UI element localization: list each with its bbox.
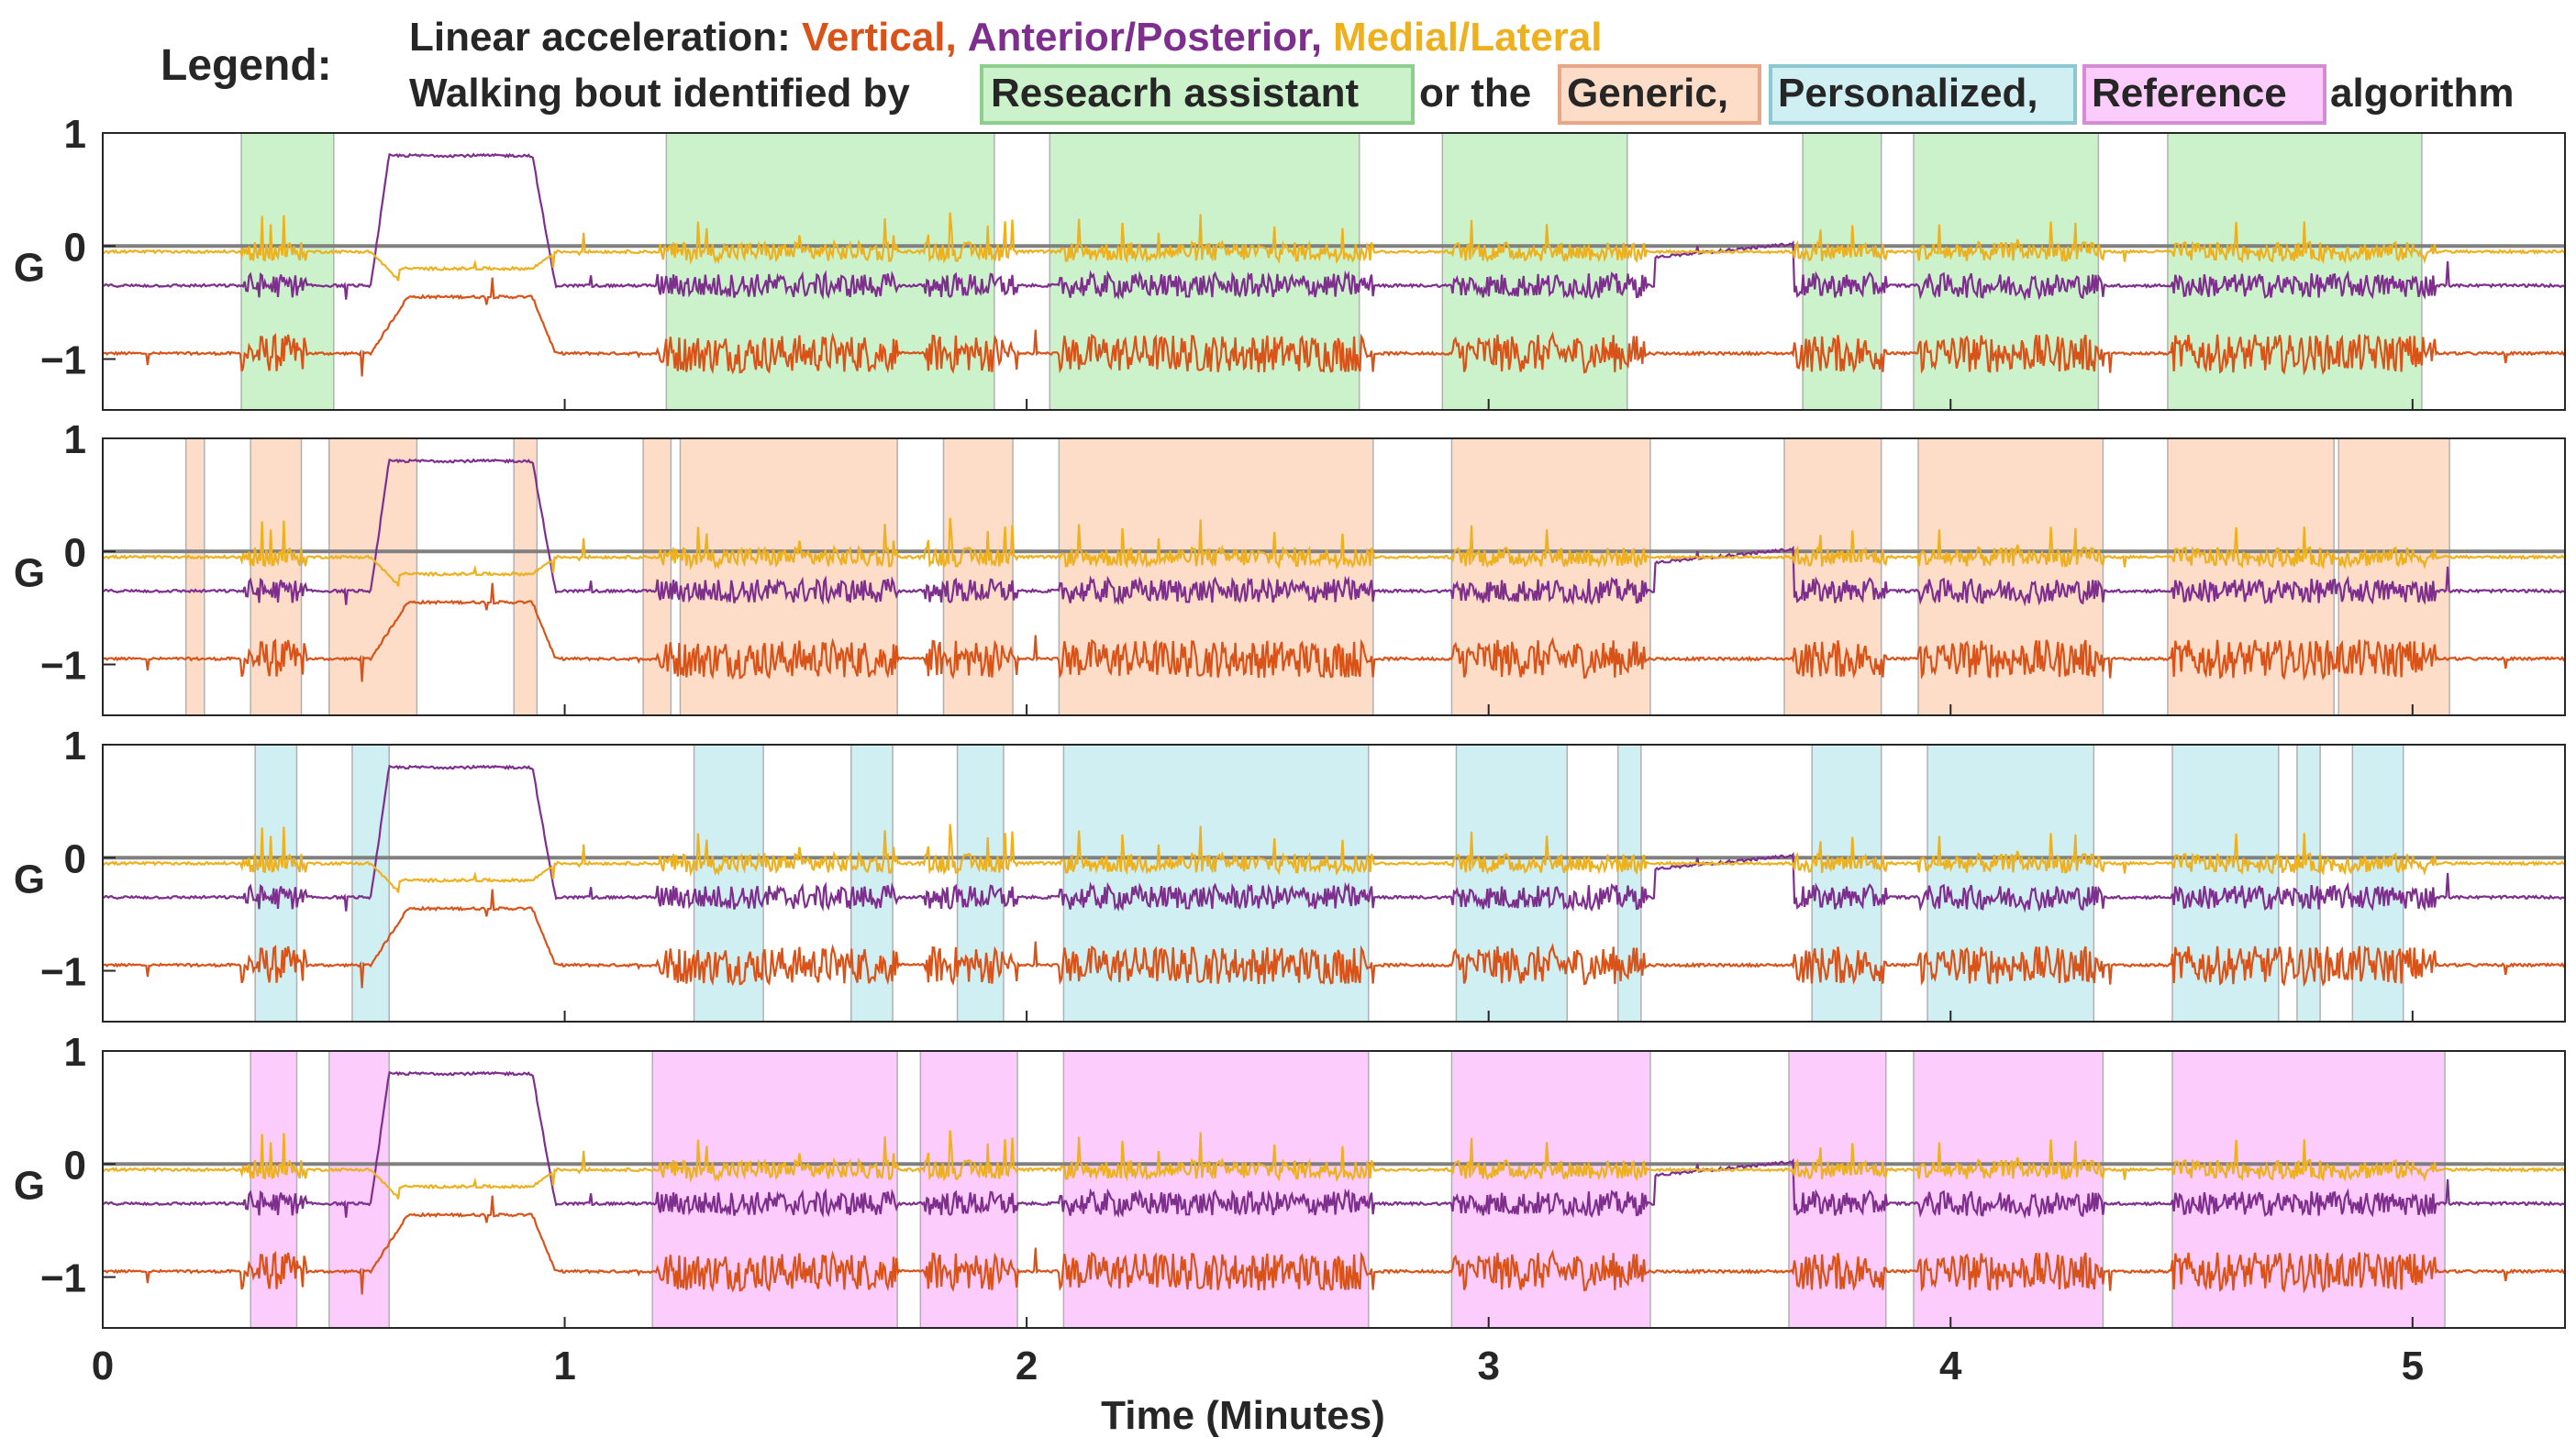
y-axis-label: G: [14, 245, 45, 290]
x-tick-label: 1: [553, 1344, 575, 1388]
series-anterior-posterior: [102, 1070, 2566, 1220]
panel-3: −1 0 1 G: [14, 724, 2566, 1023]
walking-bout: [351, 744, 390, 1023]
legend-line1-prefix: Linear acceleration:: [409, 15, 802, 60]
legend-line2-prefix: Walking bout identified by: [409, 71, 910, 116]
panel-1: −1 0 1 G: [14, 112, 2566, 411]
x-tick-label: 4: [1939, 1344, 1962, 1388]
y-axis-label: G: [14, 1163, 45, 1208]
legend-line2-suffix: algorithm: [2330, 71, 2514, 116]
series-vertical: [102, 277, 2566, 377]
legend-box-personalized: [1769, 64, 2077, 125]
x-tick-label: 5: [2402, 1344, 2424, 1388]
panel-frame: [102, 132, 2566, 411]
x-tick-label: 2: [1016, 1344, 1038, 1388]
y-tick-label: 0: [64, 530, 86, 575]
walking-bout: [250, 1050, 298, 1329]
walking-bout: [2171, 1050, 2446, 1329]
legend-reference: Reference: [2092, 71, 2287, 116]
legend-connector: or the: [1419, 71, 1531, 116]
panels: −1 0 1 G −1 0 1 G −1 0 1 G −1 0 1 G: [14, 112, 2566, 1329]
walking-bout: [2167, 437, 2335, 716]
walking-bout: [642, 437, 672, 716]
series-medial-lateral: [102, 212, 2566, 282]
walking-bout: [1049, 132, 1360, 411]
y-tick-label: 1: [64, 724, 86, 769]
walking-bout: [1913, 1050, 2104, 1329]
series-medial-lateral: [102, 1130, 2566, 1200]
walking-bout: [651, 1050, 898, 1329]
x-tick-label: 0: [92, 1344, 114, 1388]
walking-bout: [328, 1050, 390, 1329]
walking-bout: [956, 744, 1005, 1023]
series-anterior-posterior: [102, 458, 2566, 607]
y-tick-label: −1: [40, 338, 86, 383]
walking-bout: [1455, 744, 1569, 1023]
y-tick-label: −1: [40, 644, 86, 689]
legend-box-reference: [2082, 64, 2326, 125]
panel-4: −1 0 1 G: [14, 1030, 2566, 1329]
series-vertical: [102, 1195, 2566, 1295]
panel-2: −1 0 1 G: [14, 417, 2566, 716]
walking-bout: [1062, 1050, 1370, 1329]
y-tick-label: 0: [64, 1143, 86, 1188]
legend-generic: Generic,: [1567, 71, 1728, 116]
series-medial-lateral: [102, 824, 2566, 893]
series-vertical: [102, 889, 2566, 989]
legend-vertical: Vertical,: [802, 15, 957, 60]
walking-bout: [513, 437, 539, 716]
walking-bout: [1913, 132, 2100, 411]
legend-research-assistant: Reseacrh assistant: [991, 71, 1359, 116]
y-tick-label: 0: [64, 225, 86, 270]
series-anterior-posterior: [102, 764, 2566, 913]
legend-medial-lateral: Medial/Lateral: [1333, 15, 1602, 60]
y-tick-label: 1: [64, 417, 86, 462]
walking-bout: [1450, 437, 1651, 716]
panel-frame: [102, 1050, 2566, 1329]
legend-line1: Linear acceleration: Vertical, Anterior/P…: [409, 15, 1602, 60]
legend-personalized: Personalized,: [1778, 71, 2038, 116]
y-tick-label: 1: [64, 112, 86, 157]
series-anterior-posterior: [102, 152, 2566, 302]
legend-anterior-posterior: Anterior/Posterior,: [968, 15, 1322, 60]
legend-box-research-assistant: [980, 64, 1415, 125]
y-tick-label: 1: [64, 1030, 86, 1075]
walking-bout: [2296, 744, 2321, 1023]
walking-bout: [184, 437, 205, 716]
walking-bout: [1811, 744, 1882, 1023]
walking-bout: [1062, 744, 1370, 1023]
x-axis-label: Time (Minutes): [1101, 1393, 1385, 1438]
x-axis: 0 1 2 3 4 5: [92, 1344, 2424, 1388]
walking-bout: [1058, 437, 1374, 716]
y-tick-label: −1: [40, 950, 86, 995]
legend-box-generic: [1558, 64, 1761, 125]
walking-bout: [240, 132, 335, 411]
x-tick-label: 3: [1477, 1344, 1499, 1388]
series-vertical: [102, 582, 2566, 682]
panel-frame: [102, 744, 2566, 1023]
y-axis-label: G: [14, 857, 45, 901]
walking-bout: [1450, 1050, 1651, 1329]
y-axis-label: G: [14, 550, 45, 595]
walking-bout: [1441, 132, 1628, 411]
y-tick-label: 0: [64, 836, 86, 881]
legend-title: Legend:: [161, 41, 332, 90]
panel-frame: [102, 437, 2566, 716]
y-tick-label: −1: [40, 1256, 86, 1301]
series-medial-lateral: [102, 517, 2566, 587]
